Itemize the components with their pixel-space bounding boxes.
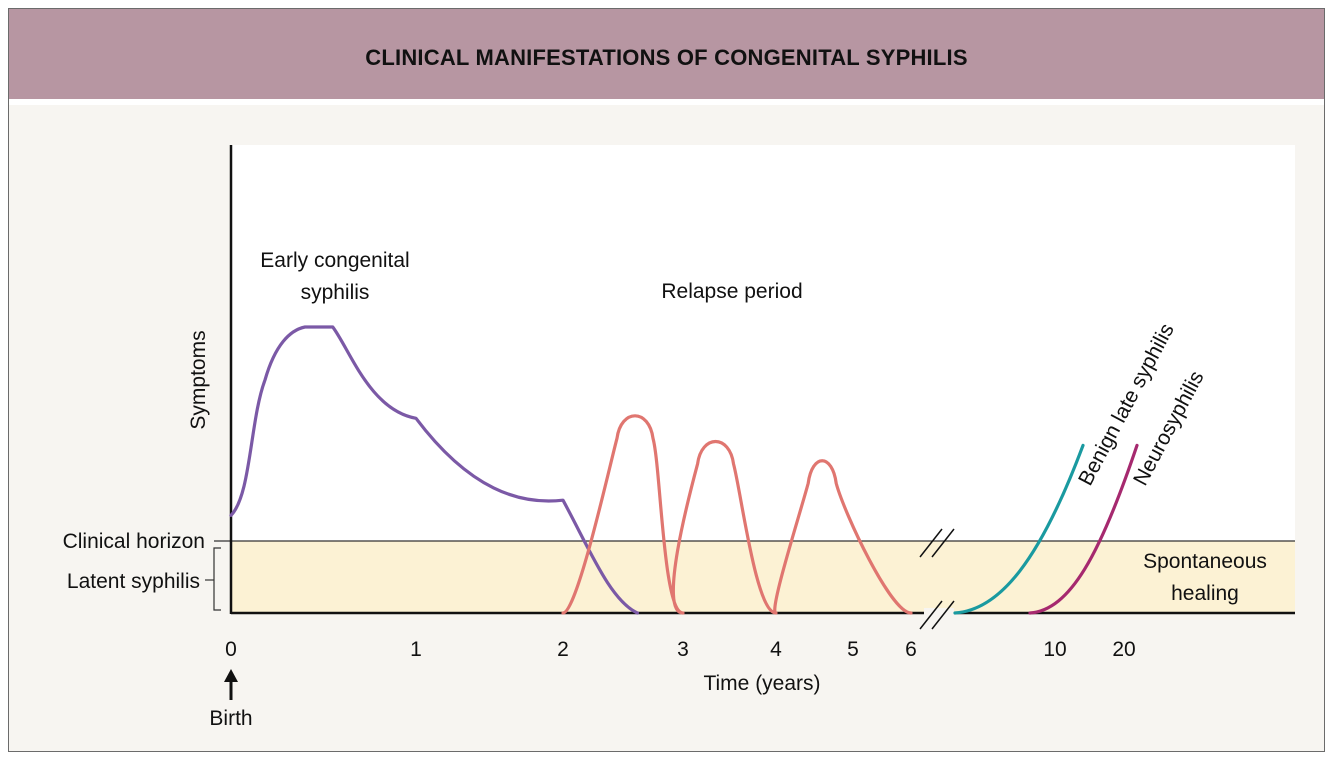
clinical-horizon-label: Clinical horizon xyxy=(63,530,205,553)
axis-break-icon xyxy=(919,528,955,630)
spontaneous-healing-label-line1: Spontaneous xyxy=(1143,550,1267,573)
birth-label: Birth xyxy=(209,707,252,730)
x-tick-label: 10 xyxy=(1043,638,1066,661)
y-axis-label: Symptoms xyxy=(187,330,210,429)
x-tick-label: 20 xyxy=(1112,638,1135,661)
x-tick-label: 1 xyxy=(410,638,422,661)
latent-band xyxy=(231,541,1295,613)
neurosyphilis-curve xyxy=(1028,443,1139,615)
x-axis-label: Time (years) xyxy=(703,672,820,695)
early-congenital-label-line2: syphilis xyxy=(301,281,370,304)
relapse-curve xyxy=(561,414,913,615)
early-congenital-curve xyxy=(229,325,639,615)
latent-syphilis-label: Latent syphilis xyxy=(67,570,200,593)
x-tick-label: 2 xyxy=(557,638,569,661)
plot-area xyxy=(231,145,1295,541)
title-banner: CLINICAL MANIFESTATIONS OF CONGENITAL SY… xyxy=(9,9,1324,105)
x-tick-label: 5 xyxy=(847,638,859,661)
latent-bracket xyxy=(213,547,221,611)
x-tick-label: 3 xyxy=(677,638,689,661)
spontaneous-healing-label-line2: healing xyxy=(1171,582,1239,605)
chart-title: CLINICAL MANIFESTATIONS OF CONGENITAL SY… xyxy=(365,45,968,70)
relapse-period-label: Relapse period xyxy=(661,280,802,303)
axis-break-gap xyxy=(924,608,954,618)
early-congenital-label-line1: Early congenital xyxy=(260,249,409,272)
benign-late-syphilis-curve xyxy=(953,443,1085,615)
x-tick-label: 6 xyxy=(905,638,917,661)
birth-arrow-icon xyxy=(224,669,238,700)
x-tick-label: 0 xyxy=(225,638,237,661)
x-tick-label: 4 xyxy=(770,638,782,661)
